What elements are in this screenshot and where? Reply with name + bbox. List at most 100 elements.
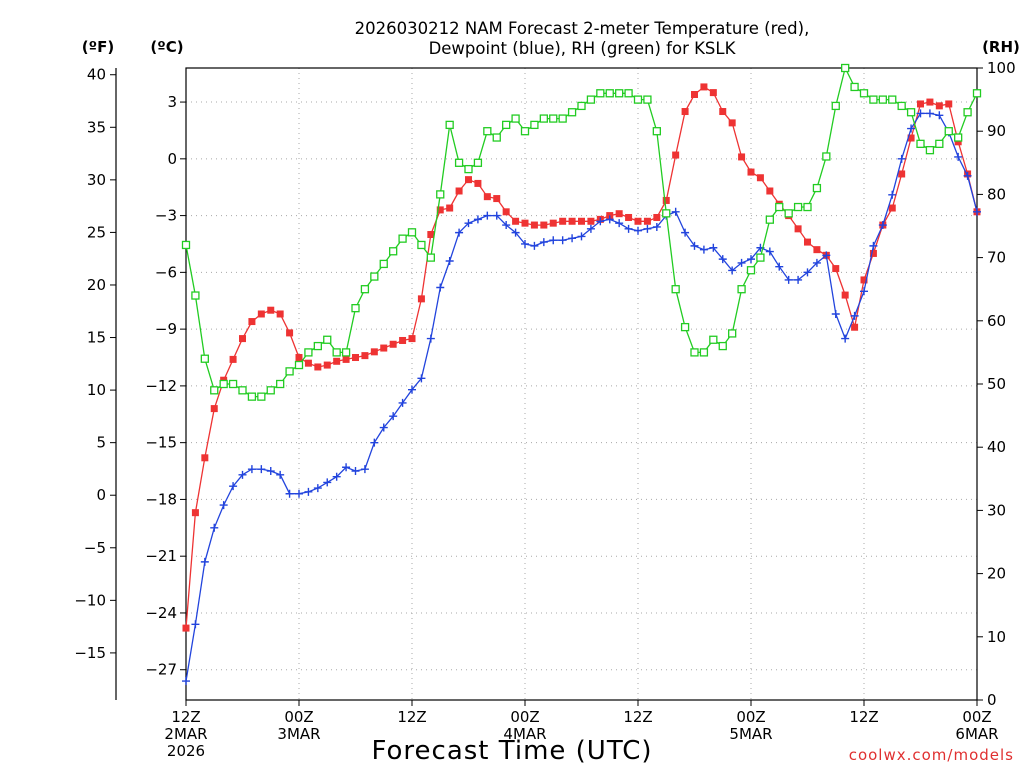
dewpoint-point — [200, 557, 209, 566]
dewpoint-point — [521, 239, 529, 248]
rh-tick-label: 30 — [987, 501, 1006, 519]
dewpoint-point — [511, 228, 520, 237]
dewpoint-point — [728, 266, 737, 275]
temperature-point — [549, 219, 557, 227]
dewpoint-point — [304, 487, 313, 496]
rh-point — [737, 285, 746, 294]
temperature-point — [804, 238, 811, 246]
temperature-point — [446, 204, 454, 212]
temperature-point — [851, 323, 859, 331]
fahrenheit-tick-label: 25 — [87, 223, 106, 241]
dewpoint-point — [699, 245, 708, 254]
dewpoint-point — [558, 236, 567, 245]
rh-tick-label: 0 — [987, 691, 997, 709]
temperature-point — [380, 344, 388, 352]
rh-point — [841, 63, 850, 73]
rh-tick-label: 70 — [987, 249, 1006, 267]
rh-point — [294, 360, 304, 370]
temperature-point — [521, 219, 529, 227]
temperature-point — [738, 153, 746, 161]
rh-point — [963, 108, 972, 117]
temperature-point — [512, 217, 520, 225]
temperature-point — [954, 138, 962, 146]
celsius-tick-label: −27 — [145, 661, 177, 679]
rh-point — [662, 209, 671, 218]
celsius-tick-label: −9 — [155, 320, 177, 338]
dewpoint-point — [295, 489, 303, 498]
credit-text: coolwx.com/models — [849, 746, 1014, 764]
rh-point — [502, 120, 511, 130]
dewpoint-point — [426, 334, 435, 343]
dewpoint-point — [417, 374, 426, 383]
temperature-point — [813, 246, 821, 254]
celsius-tick-label: −18 — [145, 490, 177, 508]
temperature-point — [276, 310, 284, 318]
rh-point — [728, 329, 737, 338]
temperature-point — [898, 170, 906, 178]
dewpoint-point — [841, 334, 850, 343]
rh-point — [643, 95, 652, 104]
rh-point — [916, 139, 925, 148]
rh-point — [878, 95, 887, 104]
temperature-point — [201, 454, 209, 462]
plot-frame — [185, 67, 978, 701]
dewpoint-point — [916, 109, 925, 118]
temperature-point — [314, 363, 322, 371]
dewpoint-point — [596, 217, 605, 226]
dewpoint-point — [577, 232, 586, 241]
rh-point — [586, 95, 596, 104]
dewpoint-point — [370, 438, 379, 447]
rh-point — [756, 253, 765, 262]
rh-point — [417, 240, 426, 250]
rh-point — [803, 202, 812, 212]
rh-point — [549, 114, 558, 123]
fahrenheit-tick-label: 40 — [87, 66, 106, 84]
rh-point — [925, 146, 935, 155]
temperature-point — [643, 217, 651, 225]
x-tick-label: 12Z — [171, 708, 200, 726]
rh-tick-label: 50 — [987, 375, 1006, 393]
temperature-point — [888, 204, 896, 212]
rh-line — [185, 66, 978, 398]
dewpoint-point — [445, 257, 454, 266]
rh-point — [426, 253, 435, 262]
temperature-point — [474, 179, 482, 187]
temperature-point — [832, 265, 840, 273]
series-layer — [181, 63, 982, 686]
temperature-point — [917, 100, 924, 108]
temperature-point — [333, 357, 341, 365]
temperature-point — [719, 108, 727, 116]
rh-point — [822, 152, 831, 161]
dewpoint-point — [850, 311, 859, 320]
chart-title-line-2: Dewpoint (blue), RH (green) for KSLK — [429, 39, 737, 58]
chart-title-line-1: 2026030212 NAM Forecast 2-meter Temperat… — [355, 19, 810, 38]
rh-point — [539, 114, 548, 123]
temperature-point — [907, 134, 915, 142]
dewpoint-point — [681, 228, 690, 237]
dewpoint-line — [185, 112, 978, 682]
temperature-point — [295, 354, 303, 362]
celsius-tick-label: 0 — [167, 150, 177, 168]
x-tick-label: 00Z — [962, 708, 991, 726]
x-tick-label: 6MAR — [955, 725, 998, 743]
temperature-point — [323, 361, 331, 369]
temperature-point — [267, 306, 275, 314]
dewpoint-point — [822, 251, 831, 260]
rh-point — [332, 348, 341, 357]
rh-point — [379, 259, 388, 269]
dewpoint-point — [605, 215, 614, 224]
temperature-point — [634, 217, 642, 225]
rh-point — [567, 108, 577, 117]
dewpoint-point — [210, 523, 219, 532]
fahrenheit-axis-label: (ºF) — [82, 38, 114, 56]
dewpoint-point — [718, 255, 727, 264]
dewpoint-point — [888, 190, 897, 199]
temperature-point — [756, 174, 764, 182]
temperature-point — [700, 83, 708, 91]
temperature-point — [709, 89, 717, 97]
rh-point — [341, 348, 351, 357]
dewpoint-point — [615, 219, 624, 228]
temperature-point — [408, 335, 416, 343]
fahrenheit-tick-label: −5 — [84, 539, 106, 557]
rh-point — [200, 354, 209, 363]
